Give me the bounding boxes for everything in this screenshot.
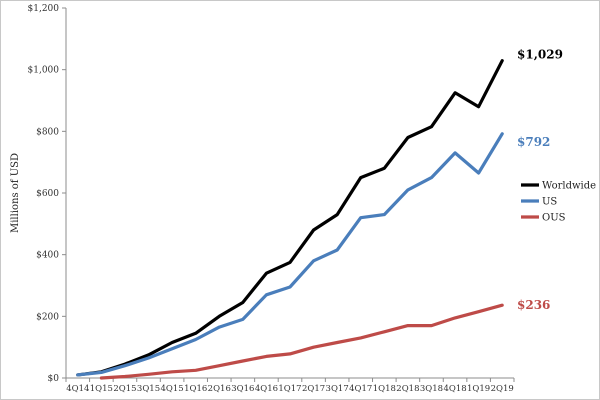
x-tick-label: 2Q17 [302,384,325,394]
x-tick-label: 4Q16 [255,384,278,394]
legend-label-us: US [542,197,557,208]
legend-label-worldwide: Worldwide [542,181,596,192]
y-tick-label: $200 [36,312,59,322]
y-tick-label: $1,200 [28,4,60,14]
x-tick-label: 3Q18 [420,384,443,394]
y-axis-title: Millions of USD [10,153,21,233]
y-tick-label: $600 [36,189,59,199]
y-tick-label: $400 [36,251,59,261]
x-tick-label: 1Q18 [373,384,396,394]
end-label-ous: $236 [517,298,550,312]
series-line-worldwide [76,59,504,377]
x-tick-label: 1Q15 [90,384,113,394]
x-tick-label: 4Q18 [443,384,466,394]
legend-label-ous: OUS [542,213,566,224]
series-line-ous [99,303,504,380]
y-tick-label: $0 [48,374,60,384]
x-tick-label: 1Q17 [278,384,301,394]
x-tick-label: 4Q15 [161,384,184,394]
x-tick-label: 3Q15 [137,384,160,394]
x-tick-label: 2Q19 [491,384,514,394]
y-tick-label: $1,000 [28,66,60,76]
y-tick-label: $800 [36,127,59,137]
x-tick-label: 1Q16 [184,384,207,394]
end-label-worldwide: $1,029 [517,48,563,62]
series-line-us [76,132,504,377]
x-tick-label: 3Q17 [326,384,349,394]
x-tick-label: 2Q18 [396,384,419,394]
x-tick-label: 3Q16 [231,384,254,394]
x-tick-label: 1Q19 [467,384,490,394]
end-label-us: $792 [517,135,550,149]
x-tick-label: 2Q15 [113,384,136,394]
x-tick-label: 4Q17 [349,384,372,394]
x-tick-label: 4Q14 [66,384,89,394]
x-tick-label: 2Q16 [208,384,231,394]
